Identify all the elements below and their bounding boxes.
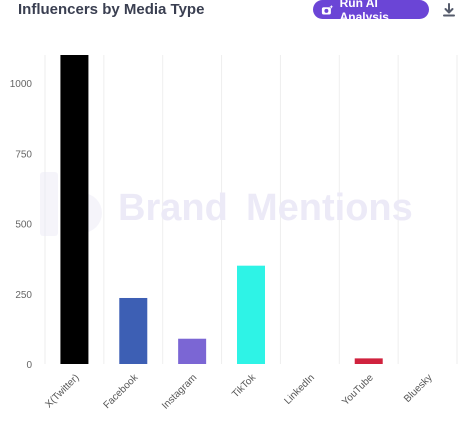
y-tick-label: 750 [15, 149, 32, 160]
y-tick-label: 1000 [10, 79, 33, 90]
y-tick-label: 500 [15, 220, 32, 231]
x-category-label: LinkedIn [282, 372, 317, 407]
x-category-label: Facebook [102, 372, 142, 412]
x-category-label: X(Twitter) [44, 372, 82, 410]
run-ai-analysis-label: Run AI Analysis [339, 0, 389, 24]
grid-lines [44, 55, 458, 364]
watermark-text-mentions: Mentions [246, 187, 413, 229]
y-tick-label: 0 [26, 360, 32, 371]
bar-facebook[interactable] [119, 297, 148, 364]
bar-tiktok[interactable] [237, 265, 265, 364]
x-category-label: Instagram [160, 372, 199, 411]
x-axis-labels: X(Twitter) Facebook Instagram TikTok LinkedI… [44, 372, 435, 412]
y-tick-label: 250 [15, 290, 32, 301]
bar-youtube[interactable] [354, 358, 383, 364]
bars [60, 55, 383, 364]
download-icon[interactable] [441, 2, 457, 18]
sparkle-camera-icon [321, 4, 334, 14]
watermark-text-brand: Brand [118, 187, 228, 229]
run-ai-analysis-button[interactable]: Run AI Analysis [313, 0, 429, 24]
chart-title: Influencers by Media Type [18, 1, 205, 18]
y-axis-ticks: 0 250 500 750 1000 [10, 79, 33, 371]
bar-x-twitter[interactable] [60, 55, 89, 364]
x-category-label: TikTok [230, 372, 259, 401]
x-category-label: YouTube [340, 372, 376, 408]
x-category-label: Bluesky [402, 372, 435, 405]
bar-instagram[interactable] [178, 338, 207, 364]
brandmentions-watermark: Brand Mentions [40, 172, 413, 236]
